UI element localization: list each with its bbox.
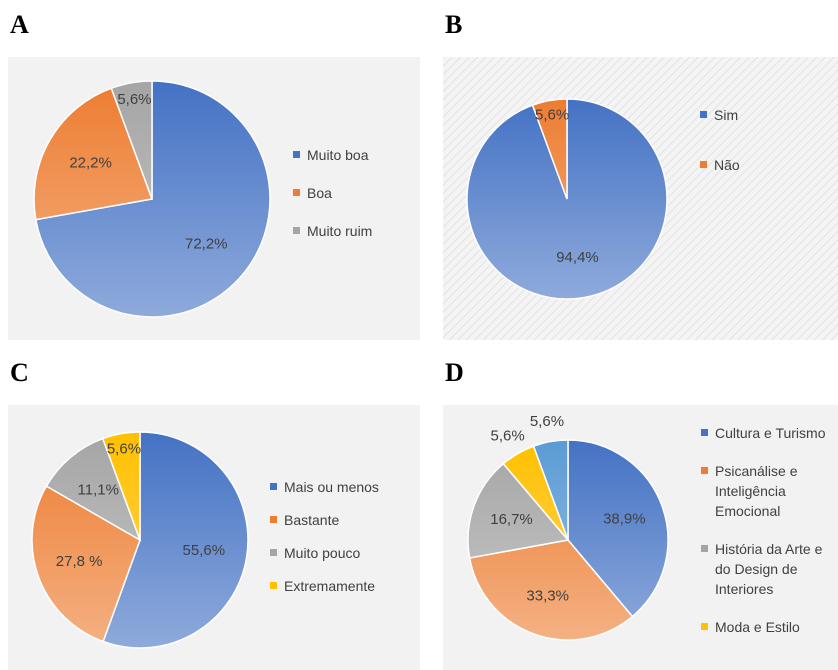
legend-label: Moda e Estilo bbox=[715, 619, 800, 635]
legend: Mais ou menos Bastante Muito pouco Extremam… bbox=[270, 477, 415, 609]
legend-item: Boa bbox=[293, 183, 418, 203]
legend-item: Sim bbox=[700, 105, 820, 125]
legend-marker bbox=[701, 467, 708, 474]
data-label: 5,6% bbox=[535, 106, 569, 123]
legend-label: Extremamente bbox=[284, 578, 376, 594]
data-label: 5,6% bbox=[491, 427, 525, 444]
data-label: 55,6% bbox=[183, 542, 226, 559]
legend-label: Não bbox=[714, 157, 740, 173]
legend-marker bbox=[700, 111, 707, 118]
data-label: 5,6% bbox=[107, 441, 141, 458]
legend-label: História da Arte e do Design de Interior… bbox=[715, 541, 823, 597]
legend-item: Muito boa bbox=[293, 145, 418, 165]
data-label: 5,6% bbox=[117, 91, 151, 108]
panel: 55,6% 27,8 % 11,1% 5,6% Mais ou menos Bastant… bbox=[8, 405, 420, 670]
panel: 94,4% 5,6% Sim Não bbox=[443, 57, 838, 340]
legend: Cultura e Turismo Psicanálise e Inteligên… bbox=[701, 423, 831, 655]
legend-marker bbox=[700, 161, 707, 168]
legend-marker bbox=[270, 483, 277, 490]
data-label: 33,3% bbox=[526, 587, 569, 604]
data-label: 22,2% bbox=[69, 155, 112, 172]
legend-label: Psicanálise e Inteligência Emocional bbox=[715, 463, 798, 519]
panel-letter: A bbox=[10, 10, 29, 39]
legend-label: Sim bbox=[714, 107, 739, 123]
legend-marker bbox=[270, 516, 277, 523]
data-label: 5,6% bbox=[530, 413, 564, 430]
legend-label: Muito boa bbox=[307, 147, 369, 163]
data-label: 11,1% bbox=[78, 481, 119, 498]
panel-letter: B bbox=[445, 10, 463, 39]
data-label: 16,7% bbox=[490, 511, 533, 528]
legend-label: Bastante bbox=[284, 512, 340, 528]
legend-item: Não bbox=[700, 155, 820, 175]
legend-marker bbox=[701, 545, 708, 552]
panel-letter: D bbox=[445, 358, 464, 387]
legend: Sim Não bbox=[700, 105, 820, 205]
legend-item: Moda e Estilo bbox=[701, 617, 831, 637]
legend-label: Cultura e Turismo bbox=[715, 425, 826, 441]
data-label: 94,4% bbox=[556, 249, 599, 266]
legend-item: Muito pouco bbox=[270, 543, 415, 563]
legend-label: Boa bbox=[307, 185, 332, 201]
legend-marker bbox=[293, 227, 300, 234]
legend-marker bbox=[701, 429, 708, 436]
panel-letter: C bbox=[10, 358, 29, 387]
legend-marker bbox=[293, 189, 300, 196]
legend-item: Bastante bbox=[270, 510, 415, 530]
legend-marker bbox=[270, 582, 277, 589]
legend-item: Mais ou menos bbox=[270, 477, 415, 497]
legend-item: Cultura e Turismo bbox=[701, 423, 831, 443]
panel: 72,2% 22,2% 5,6% Muito boa Boa Muito ruim bbox=[8, 57, 420, 340]
data-label: 27,8 % bbox=[56, 553, 103, 570]
legend-item: Muito ruim bbox=[293, 221, 418, 241]
data-label: 38,9% bbox=[603, 510, 646, 527]
legend-label: Muito pouco bbox=[284, 545, 361, 561]
legend-item: Psicanálise e Inteligência Emocional bbox=[701, 461, 831, 521]
legend-item: Extremamente bbox=[270, 576, 415, 596]
legend-marker bbox=[270, 549, 277, 556]
legend-item: História da Arte e do Design de Interior… bbox=[701, 539, 831, 599]
legend: Muito boa Boa Muito ruim bbox=[293, 145, 418, 259]
data-label: 72,2% bbox=[185, 235, 228, 252]
legend-label: Muito ruim bbox=[307, 223, 373, 239]
legend-marker bbox=[293, 151, 300, 158]
legend-marker bbox=[701, 623, 708, 630]
legend-label: Mais ou menos bbox=[284, 479, 379, 495]
panel: 38,9% 33,3% 16,7% 5,6% 5,6% Cultura e Turismo… bbox=[443, 405, 838, 670]
